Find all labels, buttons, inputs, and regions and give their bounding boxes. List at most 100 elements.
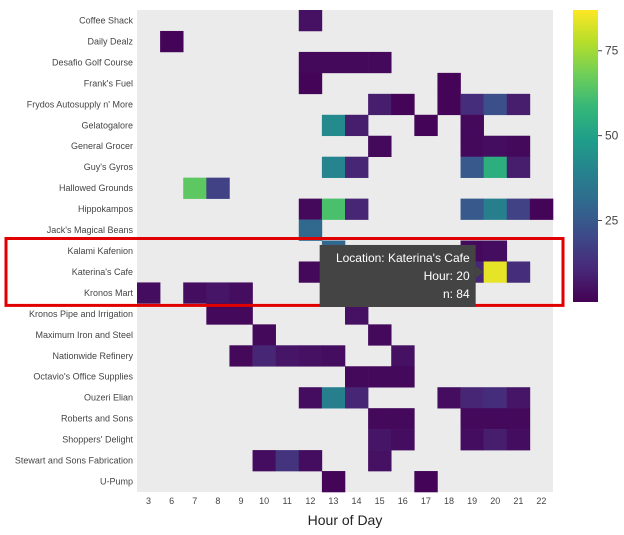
heatmap-cell[interactable] bbox=[275, 450, 300, 472]
heatmap-cell[interactable] bbox=[321, 51, 346, 74]
heatmap-cell[interactable] bbox=[483, 240, 508, 262]
heatmap-cell[interactable] bbox=[414, 114, 438, 137]
heatmap-cell[interactable] bbox=[345, 51, 369, 74]
heatmap-cell[interactable] bbox=[506, 156, 531, 178]
heatmap-cell[interactable] bbox=[437, 387, 461, 409]
heatmap-cell[interactable] bbox=[437, 93, 461, 116]
y-tick-label: Frank's Fuel bbox=[84, 78, 133, 88]
heatmap-cell[interactable] bbox=[506, 135, 531, 157]
heatmap-cell[interactable] bbox=[321, 345, 346, 367]
heatmap-cell[interactable] bbox=[460, 93, 484, 116]
heatmap-cell[interactable] bbox=[368, 324, 392, 346]
heatmap-cell[interactable] bbox=[529, 198, 554, 220]
heatmap-cell[interactable] bbox=[506, 387, 531, 409]
heatmap-cell[interactable] bbox=[391, 408, 415, 430]
heatmap-cell[interactable] bbox=[298, 387, 323, 409]
heatmap-cell[interactable] bbox=[368, 135, 392, 157]
heatmap-cell[interactable] bbox=[483, 156, 508, 178]
heatmap-cell[interactable] bbox=[345, 114, 369, 137]
heatmap-cell[interactable] bbox=[345, 303, 369, 325]
y-tick-label: Kalami Kafenion bbox=[67, 246, 133, 256]
heatmap-cell[interactable] bbox=[206, 282, 230, 304]
heatmap-cell[interactable] bbox=[298, 261, 323, 283]
x-tick-label: 16 bbox=[398, 496, 408, 506]
heatmap-cell[interactable] bbox=[368, 51, 392, 74]
heatmap-cell[interactable] bbox=[321, 198, 346, 220]
heatmap-cell[interactable] bbox=[321, 471, 346, 493]
heatmap-cell[interactable] bbox=[506, 429, 531, 451]
tooltip-hour: Hour: 20 bbox=[424, 269, 470, 283]
heatmap-cell[interactable] bbox=[345, 366, 369, 388]
heatmap-cell[interactable] bbox=[391, 429, 415, 451]
heatmap-cell[interactable] bbox=[483, 93, 508, 116]
heatmap-cell[interactable] bbox=[460, 429, 484, 451]
x-tick-label: 10 bbox=[259, 496, 269, 506]
heatmap-cell[interactable] bbox=[252, 345, 276, 367]
heatmap-cell[interactable] bbox=[206, 177, 230, 199]
heatmap-cell[interactable] bbox=[252, 324, 276, 346]
x-tick-label: 14 bbox=[352, 496, 362, 506]
y-tick-label: Coffee Shack bbox=[79, 15, 133, 25]
heatmap-cell[interactable] bbox=[229, 303, 253, 325]
heatmap-cell[interactable] bbox=[345, 156, 369, 178]
heatmap-cell[interactable] bbox=[368, 429, 392, 451]
heatmap-cell[interactable] bbox=[414, 471, 438, 493]
heatmap-cell[interactable] bbox=[183, 282, 207, 304]
heatmap-cell[interactable] bbox=[506, 261, 531, 283]
heatmap-cell[interactable] bbox=[229, 345, 253, 367]
heatmap-cell[interactable] bbox=[183, 177, 207, 199]
heatmap-cell[interactable] bbox=[437, 72, 461, 95]
heatmap-cell[interactable] bbox=[506, 93, 531, 116]
y-tick-label: Shoppers' Delight bbox=[62, 435, 133, 445]
heatmap-cell[interactable] bbox=[391, 93, 415, 116]
y-axis-tick-labels: Coffee Shack Daily Dealz Desafio Golf Cour… bbox=[15, 15, 134, 486]
colorbar-gradient bbox=[573, 10, 598, 302]
heatmap-cell[interactable] bbox=[229, 282, 253, 304]
x-tick-label: 11 bbox=[283, 496, 292, 506]
x-tick-label: 8 bbox=[215, 496, 220, 506]
heatmap-cell[interactable] bbox=[345, 387, 369, 409]
heatmap-cell[interactable] bbox=[368, 366, 392, 388]
heatmap-cell[interactable] bbox=[368, 93, 392, 116]
heatmap-cell[interactable] bbox=[298, 450, 323, 472]
y-tick-label: Kronos Mart bbox=[84, 288, 134, 298]
heatmap-cell[interactable] bbox=[368, 450, 392, 472]
heatmap-cell[interactable] bbox=[321, 387, 346, 409]
heatmap-cell[interactable] bbox=[321, 114, 346, 137]
y-tick-label: Jack's Magical Beans bbox=[47, 225, 134, 235]
heatmap-cell[interactable] bbox=[483, 261, 508, 283]
heatmap-cell[interactable] bbox=[252, 450, 276, 472]
heatmap-cell[interactable] bbox=[298, 345, 323, 367]
heatmap-cell[interactable] bbox=[460, 387, 484, 409]
heatmap-cell[interactable] bbox=[160, 30, 184, 53]
heatmap-cell[interactable] bbox=[298, 72, 323, 95]
heatmap-cell[interactable] bbox=[298, 51, 323, 74]
heatmap-cell[interactable] bbox=[483, 198, 508, 220]
heatmap-cell[interactable] bbox=[391, 366, 415, 388]
heatmap-cell[interactable] bbox=[321, 156, 346, 178]
heatmap-cell[interactable] bbox=[345, 198, 369, 220]
heatmap-cell[interactable] bbox=[275, 345, 300, 367]
heatmap-cell[interactable] bbox=[460, 135, 484, 157]
heatmap-cell[interactable] bbox=[460, 408, 484, 430]
heatmap-cell[interactable] bbox=[460, 198, 484, 220]
heatmap-cell[interactable] bbox=[483, 408, 508, 430]
heatmap-cell[interactable] bbox=[483, 387, 508, 409]
colorbar-tick-label: 25 bbox=[605, 214, 619, 228]
heatmap-cell[interactable] bbox=[137, 282, 161, 304]
heatmap-cell[interactable] bbox=[460, 114, 484, 137]
heatmap-cell[interactable] bbox=[298, 219, 323, 241]
heatmap-cell[interactable] bbox=[206, 303, 230, 325]
y-tick-label: Desafio Golf Course bbox=[52, 57, 133, 67]
heatmap-cell[interactable] bbox=[460, 156, 484, 178]
heatmap-cell[interactable] bbox=[298, 198, 323, 220]
y-tick-label: Gelatogalore bbox=[81, 120, 133, 130]
heatmap-cell[interactable] bbox=[506, 408, 531, 430]
heatmap-cell[interactable] bbox=[483, 135, 508, 157]
hover-tooltip: Location: Katerina's Cafe Hour: 20 n: 84 bbox=[319, 244, 484, 307]
heatmap-cell[interactable] bbox=[483, 429, 508, 451]
heatmap-cell[interactable] bbox=[391, 345, 415, 367]
heatmap-cell[interactable] bbox=[506, 198, 531, 220]
heatmap-cell[interactable] bbox=[298, 10, 323, 32]
heatmap-cell[interactable] bbox=[368, 408, 392, 430]
